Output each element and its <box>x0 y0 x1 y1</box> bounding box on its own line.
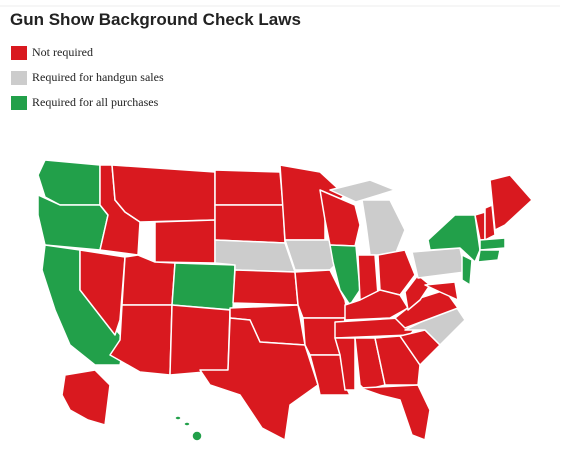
state <box>169 304 231 376</box>
legend-label: Not required <box>32 45 93 59</box>
state <box>361 199 406 256</box>
state <box>344 289 409 321</box>
state <box>374 335 421 386</box>
legend-swatch <box>11 46 27 60</box>
legend: Not required Required for handgun sales Re… <box>11 45 164 110</box>
state <box>37 159 101 206</box>
legend-label: Required for handgun sales <box>32 70 164 84</box>
legend-swatch <box>11 96 27 110</box>
state <box>424 281 459 301</box>
state <box>377 249 416 296</box>
state <box>154 219 216 264</box>
state <box>121 254 176 306</box>
state <box>191 430 203 442</box>
state <box>427 214 481 263</box>
state <box>411 247 466 279</box>
state <box>334 337 356 391</box>
us-map <box>37 159 533 442</box>
state <box>61 369 111 426</box>
state <box>477 249 501 263</box>
legend-label: Required for all purchases <box>32 95 159 109</box>
state <box>171 262 236 311</box>
state <box>461 254 473 286</box>
state <box>329 179 396 203</box>
state <box>79 249 126 336</box>
state <box>489 174 533 231</box>
state <box>183 421 191 427</box>
state <box>111 164 216 223</box>
state <box>359 384 431 441</box>
title: Gun Show Background Check Laws <box>10 10 301 29</box>
legend-swatch <box>11 71 27 85</box>
state <box>199 317 319 441</box>
state <box>214 169 284 206</box>
state <box>174 415 182 421</box>
state <box>214 204 286 244</box>
state <box>484 204 496 241</box>
state <box>479 237 506 251</box>
state <box>404 274 431 311</box>
state <box>232 269 299 306</box>
